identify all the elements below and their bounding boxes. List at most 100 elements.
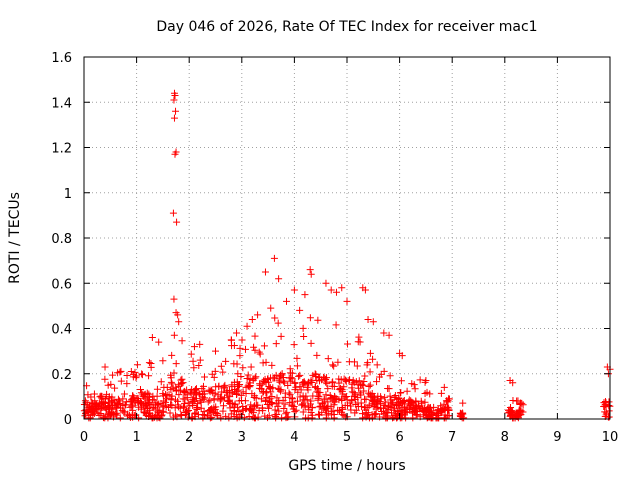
- data-point: [107, 409, 115, 417]
- x-tick-label: 10: [602, 430, 619, 445]
- data-point: [262, 358, 270, 366]
- data-point: [385, 385, 393, 393]
- data-point: [519, 408, 527, 416]
- data-point: [225, 414, 233, 422]
- data-point: [374, 403, 382, 411]
- data-point: [428, 407, 436, 415]
- data-point: [145, 390, 153, 398]
- data-point: [183, 407, 191, 415]
- data-point: [276, 387, 284, 395]
- data-point: [350, 358, 358, 366]
- data-point: [218, 388, 226, 396]
- data-point: [362, 403, 370, 411]
- data-point: [290, 341, 298, 349]
- data-point: [400, 407, 408, 415]
- data-point: [338, 385, 346, 393]
- data-point: [258, 380, 266, 388]
- data-point: [170, 331, 178, 339]
- data-point: [139, 390, 147, 398]
- data-point: [348, 388, 356, 396]
- data-point: [324, 385, 332, 393]
- data-point: [438, 407, 446, 415]
- data-point: [264, 375, 272, 383]
- data-point: [128, 392, 136, 400]
- data-point: [314, 392, 322, 400]
- data-point: [313, 351, 321, 359]
- data-point: [263, 394, 271, 402]
- data-point: [111, 410, 119, 418]
- data-point: [300, 378, 308, 386]
- data-point: [172, 107, 180, 115]
- data-point: [359, 382, 367, 390]
- data-point: [171, 150, 179, 158]
- data-point: [233, 329, 241, 337]
- data-point: [174, 311, 182, 319]
- data-point: [387, 404, 395, 412]
- data-point: [275, 275, 283, 283]
- data-point: [116, 414, 124, 422]
- data-point: [172, 396, 180, 404]
- data-point: [158, 411, 166, 419]
- data-point: [334, 358, 342, 366]
- data-point: [318, 376, 326, 384]
- data-point: [220, 402, 228, 410]
- data-point: [408, 380, 416, 388]
- data-point: [216, 397, 224, 405]
- data-point: [170, 96, 178, 104]
- data-point: [211, 390, 219, 398]
- data-point: [174, 403, 182, 411]
- data-point: [380, 367, 388, 375]
- data-point: [230, 360, 238, 368]
- data-point: [409, 400, 417, 408]
- data-point: [178, 337, 186, 345]
- data-point: [272, 414, 280, 422]
- data-point: [230, 406, 238, 414]
- data-point: [267, 398, 275, 406]
- data-point: [387, 400, 395, 408]
- data-point: [327, 411, 335, 419]
- data-point: [403, 387, 411, 395]
- data-point: [411, 385, 419, 393]
- data-point: [123, 372, 131, 380]
- data-point: [243, 405, 251, 413]
- data-point: [299, 379, 307, 387]
- data-point: [303, 396, 311, 404]
- data-point: [369, 318, 377, 326]
- data-point: [290, 286, 298, 294]
- data-point: [217, 414, 225, 422]
- data-point: [421, 398, 429, 406]
- data-point: [167, 395, 175, 403]
- data-point: [197, 398, 205, 406]
- data-point: [344, 340, 352, 348]
- data-point: [244, 371, 252, 379]
- x-tick-label: 3: [238, 430, 246, 445]
- data-point: [371, 400, 379, 408]
- data-point: [84, 408, 92, 416]
- data-point: [129, 373, 137, 381]
- data-point: [275, 397, 283, 405]
- x-tick-label: 8: [501, 430, 509, 445]
- data-point: [143, 389, 151, 397]
- data-point: [338, 397, 346, 405]
- data-point: [116, 368, 124, 376]
- data-point: [296, 383, 304, 391]
- data-point: [160, 383, 168, 391]
- data-point: [456, 411, 464, 419]
- data-point: [307, 339, 315, 347]
- data-point: [320, 395, 328, 403]
- data-point: [362, 395, 370, 403]
- data-point: [402, 408, 410, 416]
- data-point: [291, 386, 299, 394]
- data-point: [377, 395, 385, 403]
- data-point: [445, 406, 453, 414]
- data-point: [257, 385, 265, 393]
- data-point: [410, 408, 418, 416]
- data-point: [356, 389, 364, 397]
- data-point: [146, 409, 154, 417]
- data-point: [377, 370, 385, 378]
- data-point: [120, 408, 128, 416]
- data-point: [386, 392, 394, 400]
- data-point: [415, 402, 423, 410]
- data-point: [394, 407, 402, 415]
